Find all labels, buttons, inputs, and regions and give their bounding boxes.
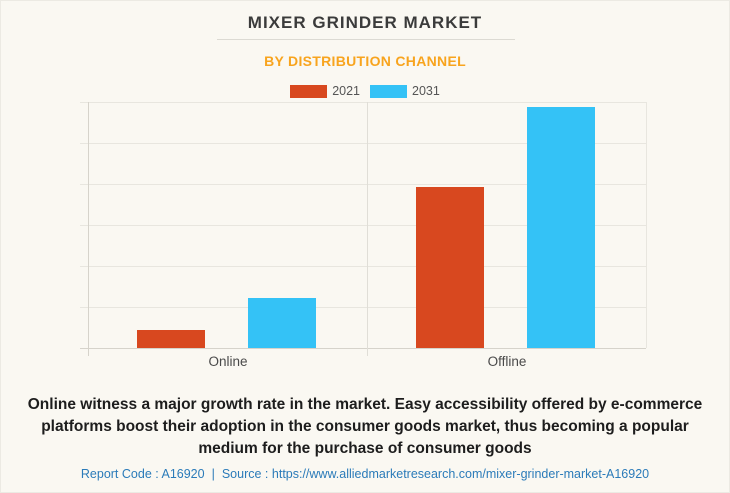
x-axis-line [80,348,646,349]
plot-right-edge-gridline [646,102,647,348]
bar-offline-2021[interactable] [416,187,484,348]
gridline [80,266,646,267]
page-title: MIXER GRINDER MARKET [247,13,483,32]
footer: Report Code : A16920 | Source : https://ww… [1,467,729,481]
legend-swatch-2021 [290,84,328,98]
bar-online-2031[interactable] [248,298,316,348]
y-axis-line [88,102,89,356]
legend-swatch-2031 [370,84,407,98]
legend-item-2021[interactable]: 2021 [290,84,360,98]
chart-subtitle: BY DISTRIBUTION CHANNEL [264,53,466,69]
category-divider-gridline [367,102,368,356]
gridline [80,102,646,103]
source-link[interactable]: https://www.alliedmarketresearch.com/mix… [271,467,650,481]
legend-label-2021: 2021 [332,84,360,98]
legend-label-2031: 2031 [412,84,440,98]
bar-online-2021[interactable] [137,330,205,348]
gridline [80,184,646,185]
x-axis-label-offline: Offline [487,354,527,369]
footer-separator: | [211,467,215,481]
legend-item-2031[interactable]: 2031 [370,84,440,98]
x-axis-label-online: Online [208,354,248,369]
source-label: Source : [221,467,269,481]
chart-legend: 2021 2031 [1,84,729,98]
chart-description: Online witness a major growth rate in th… [27,396,703,457]
gridline [80,143,646,144]
report-code: Report Code : A16920 [80,467,205,481]
bar-offline-2031[interactable] [527,107,595,348]
plot-area: Online Offline [80,102,647,369]
gridline [80,225,646,226]
gridline [80,307,646,308]
title-divider [217,39,515,40]
